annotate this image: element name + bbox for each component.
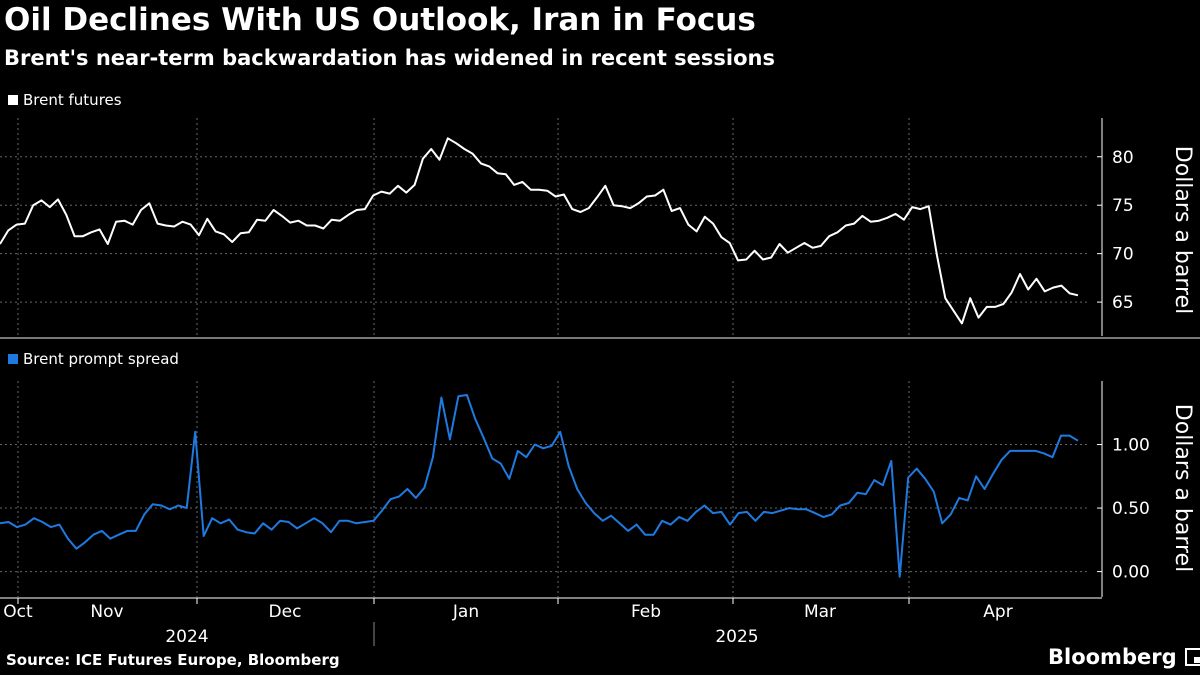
- source-note: Source: ICE Futures Europe, Bloomberg: [6, 651, 340, 669]
- y-tick-label-brent-3: 80: [1112, 148, 1134, 168]
- y-tick-label-spread-0: 0.00: [1112, 563, 1150, 583]
- series-line-spread: [0, 394, 1079, 578]
- x-tick-label-3: Jan: [452, 602, 479, 622]
- series-line-brent: [0, 137, 1079, 325]
- y-tick-label-brent-2: 75: [1112, 196, 1134, 216]
- legend-brent-futures: Brent futures: [8, 91, 122, 109]
- chart-title: Oil Declines With US Outlook, Iran in Fo…: [4, 2, 756, 38]
- x-tick-label-5: Mar: [804, 602, 836, 622]
- y-tick-label-spread-2: 1.00: [1112, 436, 1150, 456]
- y-axis-label-top: Dollars a barrel: [1170, 146, 1195, 314]
- data-marks: [0, 137, 1079, 578]
- x-tick-label-6: Apr: [983, 602, 1012, 622]
- axes: 65 70 75 80 0.00 0.50 1.00 Oct Nov Dec Jan Feb Mar Ap…: [0, 118, 1200, 647]
- bloomberg-icon: [1184, 648, 1200, 666]
- x-tick-label-4: Feb: [631, 602, 661, 622]
- x-tick-label-1: Nov: [90, 602, 123, 622]
- y-axis-label-bottom: Dollars a barrel: [1170, 404, 1195, 572]
- legend-label-spread: Brent prompt spread: [23, 350, 179, 368]
- x-tick-label-0: Oct: [3, 602, 33, 622]
- x-year-label-1: 2025: [715, 627, 758, 647]
- x-year-label-0: 2024: [165, 627, 208, 647]
- legend-label-brent: Brent futures: [23, 91, 122, 109]
- brand-name: Bloomberg: [1048, 645, 1177, 669]
- y-tick-label-spread-1: 0.50: [1112, 499, 1150, 519]
- grid-lines: [0, 118, 1088, 597]
- legend-brent-spread: Brent prompt spread: [8, 350, 179, 368]
- y-tick-label-brent-1: 70: [1112, 245, 1134, 265]
- legend-swatch-brent: [8, 95, 18, 105]
- bloomberg-logo: Bloomberg: [1048, 645, 1200, 669]
- legend-swatch-spread: [8, 354, 18, 364]
- y-tick-label-brent-0: 65: [1112, 293, 1134, 313]
- x-tick-label-2: Dec: [269, 602, 302, 622]
- chart-subtitle: Brent's near-term backwardation has wide…: [4, 46, 775, 70]
